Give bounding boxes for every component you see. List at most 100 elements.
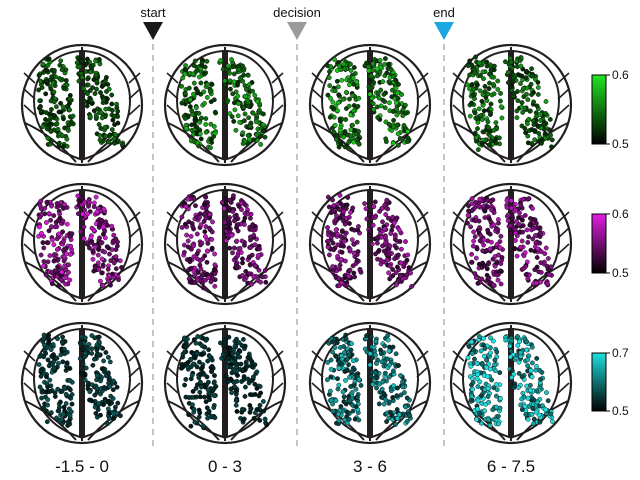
activity-dot: [51, 258, 57, 264]
activity-dot: [374, 66, 380, 72]
activity-dot: [472, 271, 478, 276]
activity-dot: [403, 404, 408, 410]
activity-dot: [198, 222, 204, 228]
activity-dot: [247, 392, 253, 397]
activity-dot: [335, 84, 341, 90]
activity-dot: [203, 122, 209, 127]
activity-dot: [481, 108, 487, 114]
activity-dot: [391, 220, 397, 226]
activity-dot: [64, 360, 70, 366]
activity-dot: [204, 82, 210, 88]
activity-dot: [244, 98, 250, 104]
activity-dot: [41, 259, 47, 264]
activity-dot: [209, 413, 215, 419]
brain-sulcus-line: [166, 366, 179, 378]
activity-dot: [227, 221, 233, 227]
activity-dot: [497, 370, 503, 375]
activity-dot: [106, 398, 111, 404]
brain-left-hemisphere: [461, 49, 510, 161]
activity-dot: [378, 103, 384, 109]
activity-dot: [370, 222, 376, 228]
end-marker-label: end: [433, 5, 455, 20]
brain-panel-magenta-1: [20, 182, 144, 306]
activity-dot: [229, 370, 235, 376]
activity-dot: [99, 84, 105, 89]
activity-dot: [331, 203, 337, 209]
activity-dot: [348, 112, 354, 118]
activity-dot: [335, 253, 340, 259]
brain-sulcus-line: [452, 350, 465, 362]
activity-dot: [49, 74, 54, 80]
activity-dot: [366, 68, 372, 74]
activity-dot: [66, 406, 72, 412]
activity-dot: [106, 86, 112, 92]
activity-dot: [239, 406, 245, 412]
activity-dot: [260, 398, 266, 404]
activity-dot: [330, 240, 336, 246]
brain-sulcus-line: [416, 88, 429, 100]
activity-dot: [246, 271, 252, 277]
activity-dot: [114, 384, 120, 390]
activity-dot: [535, 124, 541, 129]
activity-dot: [481, 207, 487, 213]
activity-dot: [219, 200, 225, 205]
activity-dot: [528, 215, 533, 221]
activity-dot: [230, 208, 236, 214]
activity-dot: [222, 82, 228, 88]
activity-dot: [231, 380, 237, 385]
activity-dot: [370, 381, 376, 387]
activity-dot: [43, 117, 48, 122]
activity-dot: [100, 262, 106, 268]
activity-dot: [472, 218, 478, 224]
activity-dot: [232, 343, 238, 349]
activity-dot: [92, 244, 98, 250]
colorbar-green-min: 0.5: [612, 137, 629, 151]
activity-dot: [469, 259, 475, 265]
activity-dot: [36, 72, 42, 78]
activity-dot: [368, 73, 374, 79]
activity-dot: [196, 110, 202, 116]
activity-dot: [477, 88, 483, 94]
activity-dot: [110, 271, 115, 277]
activity-dot: [347, 246, 353, 252]
activity-dot: [212, 283, 218, 289]
activity-dot: [233, 127, 239, 133]
activity-dot: [113, 404, 118, 410]
activity-dot: [485, 227, 491, 233]
activity-dot: [197, 262, 203, 268]
activity-dot: [194, 140, 200, 146]
activity-dot: [406, 265, 412, 270]
activity-dot: [203, 224, 209, 230]
activity-dot: [373, 251, 378, 257]
activity-dot: [68, 251, 73, 257]
activity-dot: [194, 251, 200, 257]
activity-dot: [94, 342, 100, 348]
activity-dot: [372, 214, 378, 220]
activity-dot: [205, 240, 211, 246]
activity-dot: [471, 86, 477, 92]
activity-dot: [240, 130, 246, 136]
activity-dot: [209, 82, 215, 87]
activity-dot: [479, 140, 485, 146]
brain-lower-arc-left: [167, 122, 220, 163]
activity-dot: [75, 193, 81, 199]
activity-dot: [44, 68, 50, 73]
activity-dot: [111, 232, 117, 238]
activity-dot: [349, 237, 355, 243]
activity-dot: [380, 243, 385, 249]
activity-dot: [384, 419, 389, 424]
activity-dot: [473, 275, 479, 280]
activity-dot: [225, 217, 231, 222]
activity-dot: [103, 350, 109, 355]
activity-dot: [227, 86, 233, 92]
colorbar-green: 0.6 0.5: [591, 68, 629, 151]
activity-dot: [235, 361, 240, 367]
activity-dot: [342, 282, 348, 288]
activity-dot: [88, 114, 93, 120]
activity-dot: [193, 105, 199, 111]
activity-dot: [191, 91, 196, 97]
activity-dot: [208, 121, 214, 127]
activity-dot: [516, 215, 521, 221]
activity-dot: [198, 274, 204, 280]
activity-dot: [472, 234, 478, 240]
